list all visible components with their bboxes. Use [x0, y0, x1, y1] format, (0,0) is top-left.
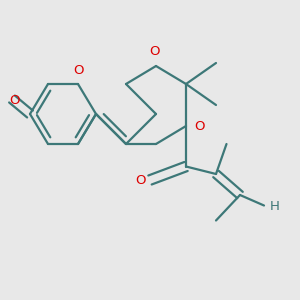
Text: H: H: [270, 200, 280, 214]
Text: O: O: [9, 94, 20, 107]
Text: O: O: [194, 119, 205, 133]
Text: O: O: [73, 64, 83, 76]
Text: O: O: [149, 46, 160, 59]
Text: O: O: [135, 173, 146, 187]
